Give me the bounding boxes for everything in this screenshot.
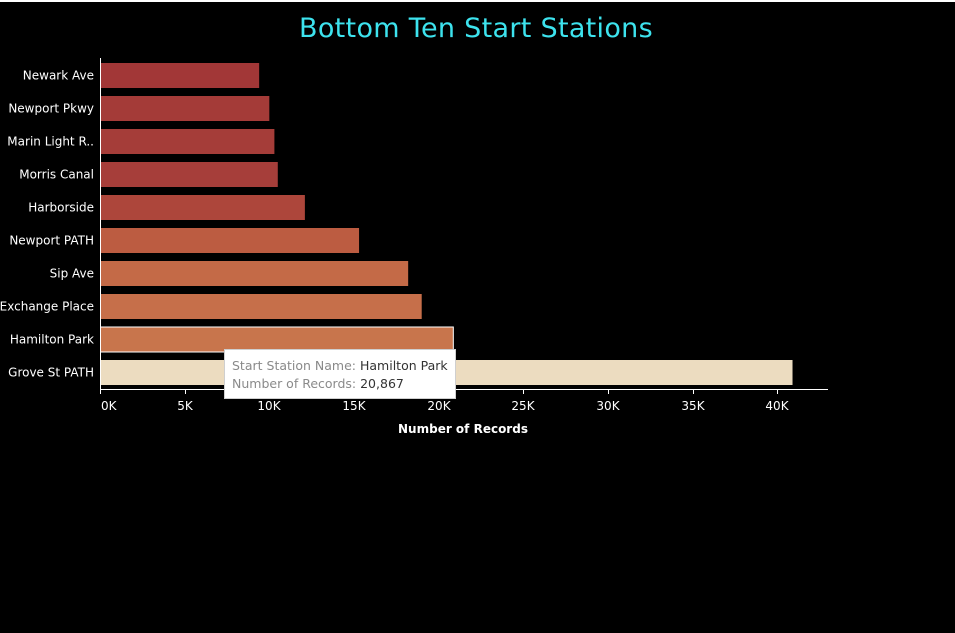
x-tick-label: 0K — [101, 399, 118, 413]
x-tick-label: 10K — [257, 399, 281, 413]
tooltip-name-row: Start Station Name: Hamilton Park — [232, 357, 455, 375]
bar-exchange-place[interactable] — [100, 294, 422, 319]
x-tick-label: 40K — [765, 399, 789, 413]
category-label-newport-path: Newport PATH — [9, 234, 94, 248]
tooltip-records-label: Number of Records: — [232, 376, 357, 391]
x-tick-label: 30K — [596, 399, 620, 413]
category-label-exchange-place: Exchange Place — [0, 300, 94, 314]
top-border — [0, 0, 955, 2]
category-label-marin-light-r: Marin Light R.. — [7, 135, 94, 149]
category-label-newark-ave: Newark Ave — [23, 69, 94, 83]
tooltip-records-row: Number of Records: 20,867 — [232, 375, 455, 393]
x-tick-label: 15K — [342, 399, 366, 413]
category-label-hamilton-park: Hamilton Park — [10, 333, 94, 347]
bar-newport-path[interactable] — [100, 228, 360, 253]
bar-hamilton-park[interactable] — [100, 326, 454, 353]
category-label-harborside: Harborside — [28, 201, 94, 215]
x-axis-title: Number of Records — [398, 422, 528, 436]
x-tick-label: 35K — [681, 399, 705, 413]
category-label-newport-pkwy: Newport Pkwy — [8, 102, 94, 116]
category-label-sip-ave: Sip Ave — [50, 267, 94, 281]
tooltip-name-value: Hamilton Park — [360, 358, 448, 373]
bar-morris-canal[interactable] — [100, 162, 278, 187]
category-label-morris-canal: Morris Canal — [19, 168, 94, 182]
x-tick-label: 20K — [427, 399, 451, 413]
bar-newark-ave[interactable] — [100, 63, 260, 88]
category-label-grove-st-path: Grove St PATH — [8, 366, 94, 380]
x-tick-label: 5K — [177, 399, 194, 413]
chart-title: Bottom Ten Start Stations — [299, 13, 653, 44]
bar-marin-light-r[interactable] — [100, 129, 275, 154]
x-tick-label: 25K — [511, 399, 535, 413]
bar-harborside[interactable] — [100, 195, 305, 220]
tooltip-name-label: Start Station Name: — [232, 358, 357, 373]
tooltip: Start Station Name: Hamilton Park Number… — [224, 349, 456, 399]
bar-newport-pkwy[interactable] — [100, 96, 270, 121]
tooltip-records-value: 20,867 — [360, 376, 404, 391]
bar-sip-ave[interactable] — [100, 261, 409, 286]
